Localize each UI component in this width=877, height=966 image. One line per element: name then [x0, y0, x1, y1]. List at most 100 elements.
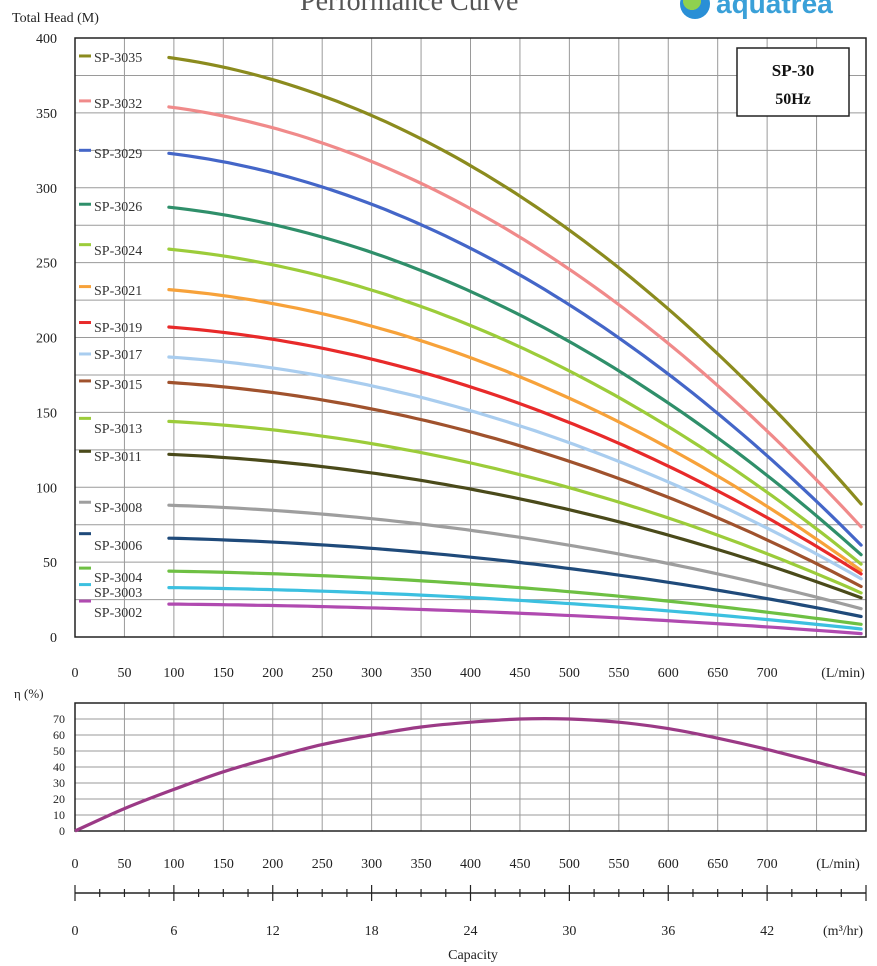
eff-y-tick-label: 40 — [53, 760, 65, 774]
logo-drop-icon — [680, 0, 710, 19]
head-curve-sp-3013 — [167, 419, 863, 595]
capacity-tick-label: 36 — [661, 924, 675, 939]
head-x-tick-label: 450 — [509, 666, 530, 681]
capacity-tick-label: 6 — [170, 924, 177, 939]
eff-x-tick-label: 300 — [361, 857, 382, 872]
head-y-tick-label: 200 — [36, 332, 57, 347]
head-x-tick-label: 600 — [658, 666, 679, 681]
series-label-sp-3024: SP-3024 — [94, 244, 142, 259]
head-curve-sp-3035 — [167, 55, 863, 506]
series-label-sp-3004: SP-3004 — [94, 571, 142, 586]
head-x-tick-label: 0 — [72, 666, 79, 681]
head-x-tick-label: 150 — [213, 666, 234, 681]
eff-y-tick-label: 0 — [59, 824, 65, 838]
eff-x-tick-label: 650 — [707, 857, 728, 872]
series-label-sp-3026: SP-3026 — [94, 200, 142, 215]
head-y-tick-label: 100 — [36, 481, 57, 496]
eff-x-tick-label: 100 — [163, 857, 184, 872]
series-label-sp-3015: SP-3015 — [94, 378, 142, 393]
capacity-tick-label: 0 — [72, 924, 79, 939]
head-curve-sp-3019 — [167, 325, 863, 576]
series-label-sp-3021: SP-3021 — [94, 284, 142, 299]
eff-x-tick-label: 50 — [117, 857, 131, 872]
eff-x-tick-label: 550 — [608, 857, 629, 872]
capacity-tick-label: 12 — [266, 924, 280, 939]
series-label-sp-3017: SP-3017 — [94, 348, 142, 363]
eff-plot-frame — [74, 702, 867, 832]
eff-x-tick-label: 0 — [72, 857, 79, 872]
eff-x-tick-label: 200 — [262, 857, 283, 872]
head-x-tick-label: 500 — [559, 666, 580, 681]
head-y-tick-label: 50 — [43, 556, 57, 571]
chart-title: Performance Curve — [300, 0, 519, 17]
head-x-tick-label: 250 — [312, 666, 333, 681]
eff-x-tick-label: 700 — [757, 857, 778, 872]
model-legend-line2: 50Hz — [775, 91, 811, 108]
eff-x-tick-label: 250 — [312, 857, 333, 872]
head-curve-sp-3015 — [167, 380, 863, 589]
capacity-unit-label: (m³/hr) — [823, 924, 863, 939]
head-curve-sp-3002 — [167, 602, 863, 636]
eff-y-tick-label: 60 — [53, 728, 65, 742]
head-x-tick-label: 550 — [608, 666, 629, 681]
capacity-tick-label: 42 — [760, 924, 774, 939]
head-curve-sp-3008 — [167, 503, 863, 611]
head-y-axis-label: Total Head (M) — [12, 11, 99, 26]
head-curve-sp-3032 — [167, 105, 863, 529]
efficiency-curve — [74, 717, 867, 833]
head-x-tick-label: 650 — [707, 666, 728, 681]
head-curve-sp-3026 — [167, 205, 863, 557]
eff-y-axis-label: η (%) — [14, 686, 44, 701]
eff-x-tick-label: 350 — [411, 857, 432, 872]
eff-y-tick-label: 30 — [53, 776, 65, 790]
head-y-tick-label: 250 — [36, 257, 57, 272]
head-x-tick-label: 350 — [411, 666, 432, 681]
series-label-sp-3019: SP-3019 — [94, 321, 142, 336]
model-legend-line1: SP-30 — [772, 61, 815, 80]
head-curve-sp-3029 — [167, 151, 863, 547]
capacity-axis-label: Capacity — [448, 948, 498, 963]
series-label-sp-3002: SP-3002 — [94, 606, 142, 621]
eff-x-tick-label: 500 — [559, 857, 580, 872]
head-y-tick-label: 300 — [36, 182, 57, 197]
head-curve-sp-3021 — [167, 288, 863, 573]
series-label-sp-3035: SP-3035 — [94, 51, 142, 66]
series-label-sp-3008: SP-3008 — [94, 501, 142, 516]
head-x-tick-label: 700 — [757, 666, 778, 681]
head-curve-sp-3011 — [167, 452, 863, 600]
head-curve-sp-3024 — [167, 247, 863, 566]
head-x-tick-label: 300 — [361, 666, 382, 681]
head-curve-sp-3006 — [167, 536, 863, 619]
eff-y-tick-label: 20 — [53, 792, 65, 806]
eff-x-tick-label: 450 — [509, 857, 530, 872]
capacity-tick-label: 18 — [365, 924, 379, 939]
eff-x-tick-label: 600 — [658, 857, 679, 872]
model-legend-box — [736, 47, 850, 117]
head-curve-sp-3003 — [167, 586, 863, 631]
series-label-sp-3006: SP-3006 — [94, 539, 142, 554]
capacity-tick-label: 24 — [464, 924, 478, 939]
series-label-sp-3011: SP-3011 — [94, 450, 142, 465]
head-y-tick-label: 400 — [36, 32, 57, 47]
eff-y-tick-label: 50 — [53, 744, 65, 758]
eff-x-tick-label: 400 — [460, 857, 481, 872]
eff-x-tick-label: 150 — [213, 857, 234, 872]
head-y-tick-label: 150 — [36, 406, 57, 421]
head-y-tick-label: 0 — [50, 631, 57, 646]
eff-y-tick-label: 10 — [53, 808, 65, 822]
head-plot-frame — [74, 37, 867, 638]
series-label-sp-3013: SP-3013 — [94, 422, 142, 437]
head-x-tick-label: 50 — [117, 666, 131, 681]
eff-x-unit-label: (L/min) — [816, 857, 860, 872]
head-x-tick-label: 400 — [460, 666, 481, 681]
series-label-sp-3029: SP-3029 — [94, 147, 142, 162]
head-x-unit-label: (L/min) — [821, 666, 865, 681]
head-y-tick-label: 350 — [36, 107, 57, 122]
brand-logo: aquatrea — [680, 0, 833, 20]
head-x-tick-label: 200 — [262, 666, 283, 681]
head-x-tick-label: 100 — [163, 666, 184, 681]
logo-text: aquatrea — [716, 0, 833, 19]
series-label-sp-3032: SP-3032 — [94, 97, 142, 112]
eff-y-tick-label: 70 — [53, 712, 65, 726]
